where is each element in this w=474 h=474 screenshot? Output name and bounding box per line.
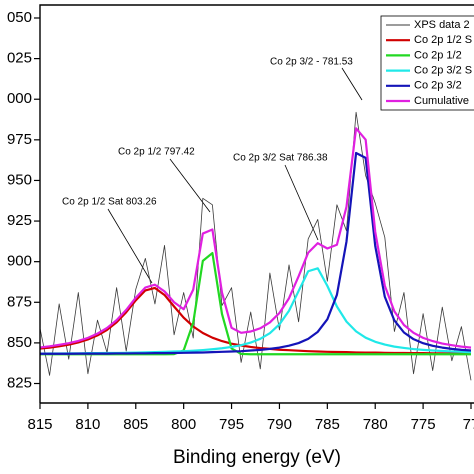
x-tick-label: 800 — [171, 416, 196, 433]
y-tick-label: 850 — [7, 334, 32, 351]
plot-frame — [39, 4, 474, 404]
series-line — [40, 127, 472, 349]
y-tick-label: 925 — [7, 212, 32, 229]
y-tick-label: 000 — [7, 90, 32, 107]
y-tick-label: 825 — [7, 374, 32, 391]
y-tick-label: 900 — [7, 253, 32, 270]
legend-label: XPS data 2 — [414, 19, 470, 31]
legend-label: Cumulative — [414, 95, 469, 107]
leader-line — [169, 158, 211, 213]
x-tick-label: 77 — [463, 416, 474, 433]
annotation: Co 2p 1/2 797.42 — [118, 147, 195, 158]
annotation: Co 2p 3/2 - 781.53 — [270, 57, 353, 68]
leader-lines — [107, 67, 363, 284]
x-tick-label: 810 — [75, 416, 100, 433]
leader-line — [284, 164, 319, 241]
x-tick-label: 790 — [267, 416, 292, 433]
series-line — [40, 286, 471, 355]
legend: XPS data 2 Co 2p 1/2 S Co 2p 1/2 Co 2p 3/2 … — [380, 15, 474, 111]
x-tick-label: 795 — [219, 416, 244, 433]
x-tick-label: 785 — [315, 416, 340, 433]
y-tick-label: 950 — [7, 171, 32, 188]
legend-label: Co 2p 3/2 S — [414, 65, 472, 77]
x-tick-label: 775 — [411, 416, 436, 433]
y-tick-label: 975 — [7, 131, 32, 148]
leader-line — [341, 67, 363, 101]
annotation: Co 2p 3/2 Sat 786.38 — [233, 153, 328, 164]
y-tick-label: 050 — [7, 9, 32, 26]
x-tick-label: 780 — [363, 416, 388, 433]
x-tick-label: 815 — [27, 416, 52, 433]
legend-label: Co 2p 1/2 S — [414, 34, 472, 46]
x-tick-label: 805 — [123, 416, 148, 433]
series-line — [40, 151, 472, 355]
legend-box — [380, 15, 474, 111]
y-tick-label: 025 — [7, 50, 32, 67]
x-axis-label: Binding energy (eV) — [173, 447, 341, 468]
annotation: Co 2p 1/2 Sat 803.26 — [62, 197, 157, 208]
leader-line — [107, 208, 153, 284]
y-tick-label: 875 — [7, 293, 32, 310]
legend-label: Co 2p 3/2 — [414, 80, 462, 92]
legend-label: Co 2p 1/2 — [414, 49, 462, 61]
